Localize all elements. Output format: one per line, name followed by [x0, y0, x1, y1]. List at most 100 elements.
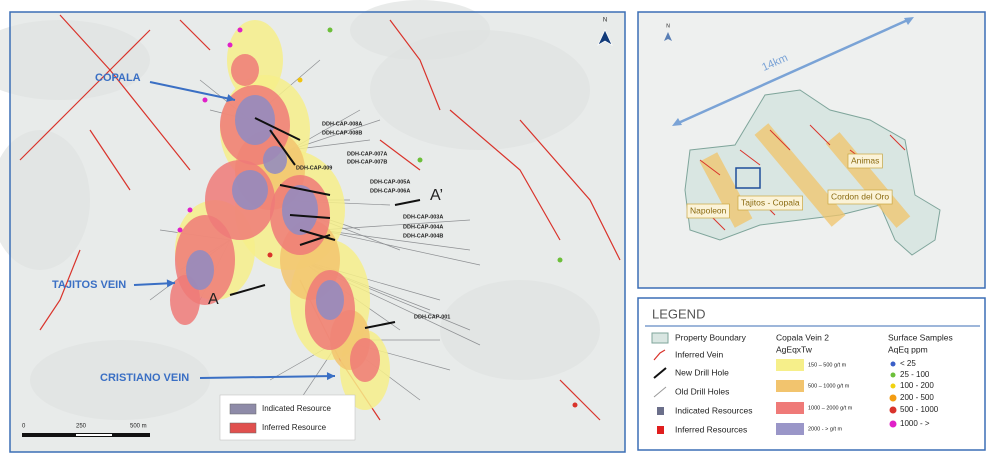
- area-label-box: [827, 189, 893, 205]
- new-drill-hole: [269, 129, 296, 166]
- sample-point: [327, 27, 333, 33]
- sample-swatch: [890, 361, 896, 367]
- legend-label: 2000 - > g/t m: [808, 426, 843, 432]
- new-drill-hole: [299, 234, 331, 246]
- inferred-vein: [379, 139, 421, 171]
- legend-label: New Drill Hole: [675, 367, 729, 377]
- resource-zone: [186, 250, 214, 290]
- sample-point: [187, 207, 193, 213]
- key-swatch: [229, 403, 257, 415]
- north-label: N: [603, 18, 607, 24]
- callout: TAJITOS VEIN: [52, 279, 126, 291]
- callout: COPALA: [95, 72, 141, 84]
- drill-hole-label: DDH-CAP-007B: [347, 159, 387, 165]
- key-label: Inferred Resource: [262, 423, 327, 432]
- symbol: [657, 407, 664, 415]
- vein-band: [754, 123, 846, 227]
- symbol: [653, 349, 666, 361]
- symbol: [653, 386, 667, 398]
- old-drill-hole: [319, 229, 471, 251]
- legend-label: Inferred Resources: [675, 424, 747, 434]
- callout-arrow: [199, 375, 336, 379]
- distance-line: [675, 17, 911, 126]
- legend-label: < 25: [900, 359, 916, 368]
- inferred-vein: [19, 29, 151, 161]
- callout-arrow-head: [166, 279, 175, 288]
- terrain: [0, 20, 150, 100]
- legend-label: 200 - 500: [900, 393, 934, 402]
- sample-point: [417, 157, 423, 163]
- symbol: [657, 426, 664, 434]
- legend-label: Inferred Vein: [675, 349, 723, 359]
- inferred-vein: [389, 19, 441, 111]
- sample-point: [297, 77, 303, 83]
- inferred-vein: [179, 19, 211, 51]
- drill-hole-label: DDH-CAP-001: [414, 314, 450, 320]
- terrain: [440, 280, 600, 380]
- legend-label: 1000 - >: [900, 419, 930, 428]
- sample-point: [227, 42, 233, 48]
- legend-heading: Copala Vein 2: [776, 332, 829, 342]
- symbol: [653, 367, 667, 379]
- area-label-box: [737, 195, 803, 211]
- sample-point: [572, 402, 578, 408]
- terrain: [30, 340, 210, 420]
- area-label: Cordon del Oro: [831, 191, 889, 201]
- north-label: N: [666, 23, 670, 29]
- new-drill-hole: [254, 117, 301, 141]
- new-drill-hole: [229, 284, 266, 296]
- terrain: [370, 30, 590, 150]
- drill-hole-label: DDH-CAP-004B: [403, 233, 443, 239]
- new-drill-hole: [364, 321, 396, 329]
- legend-label: 500 – 1000 g/t m: [808, 383, 850, 389]
- resource-zone: [170, 275, 200, 325]
- area-label-box: [847, 153, 883, 169]
- callout-arrow-head: [226, 94, 235, 102]
- north-arrow: [664, 32, 672, 41]
- inferred-vein: [89, 129, 131, 191]
- new-drill-hole: [279, 184, 331, 196]
- scale-label: 500 m: [130, 424, 147, 430]
- sample-swatch: [889, 394, 897, 402]
- vein-swatch: [776, 423, 804, 435]
- vein-swatch: [776, 359, 804, 371]
- inferred-vein: [519, 119, 621, 261]
- legend-heading: AgEqxTw: [776, 344, 813, 354]
- resource-zone: [231, 54, 259, 86]
- drill-hole-label: DDH-CAP-008A: [322, 121, 362, 127]
- scale-label: 0: [22, 424, 26, 430]
- inferred-vein: [809, 124, 831, 146]
- scale-label: 250: [76, 424, 87, 430]
- legend-label: 100 - 200: [900, 381, 934, 390]
- section-label: A: [208, 291, 219, 308]
- legend-area: [638, 298, 985, 450]
- new-drill-hole: [289, 214, 331, 219]
- section-label: A’: [430, 187, 443, 204]
- area-label: Animas: [851, 155, 879, 165]
- inferred-vein: [889, 134, 906, 151]
- old-drill-hole: [319, 219, 471, 231]
- area-label: Tajitos - Copala: [741, 197, 800, 207]
- sample-point: [237, 27, 243, 33]
- drill-hole-label: DDH-CAP-009: [296, 165, 332, 171]
- legend-heading: AqEq ppm: [888, 344, 928, 354]
- area-label: Napoleon: [690, 205, 727, 215]
- new-drill-hole: [394, 199, 421, 206]
- legend-label: 150 – 500 g/t m: [808, 362, 847, 368]
- sample-point: [177, 227, 183, 233]
- callout-arrow-head: [326, 372, 335, 381]
- sample-swatch: [890, 372, 896, 378]
- vein-swatch: [776, 380, 804, 392]
- drill-hole-label: DDH-CAP-005A: [370, 179, 410, 185]
- sample-point: [557, 257, 563, 263]
- resource-zone: [232, 170, 268, 210]
- inferred-vein: [449, 109, 561, 241]
- resource-zone: [235, 95, 275, 145]
- symbol: [651, 332, 669, 344]
- drill-hole-label: DDH-CAP-003A: [403, 214, 443, 220]
- north-arrow: [597, 29, 613, 46]
- legend-label: Property Boundary: [675, 332, 747, 342]
- resource-zone: [263, 146, 287, 174]
- location-map-border: [637, 11, 986, 289]
